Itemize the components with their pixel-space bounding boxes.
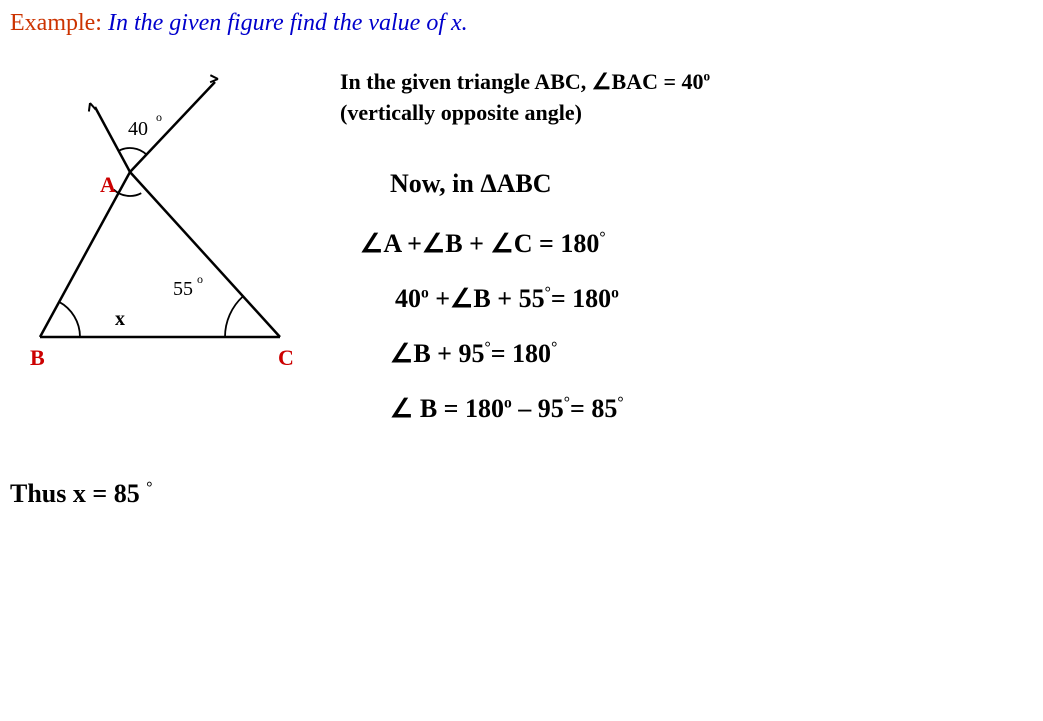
triangle-name: ABC: [497, 169, 552, 198]
svg-text:o: o: [156, 110, 162, 124]
eq2-40: 40: [395, 284, 421, 313]
equation-sum: ∠A +∠B + ∠C = 180°: [360, 229, 1033, 259]
eq1-b: B +: [445, 229, 490, 258]
deg: °: [599, 229, 605, 246]
svg-text:o: o: [197, 272, 203, 286]
now-in-triangle: Now, in ΔABC: [390, 169, 1033, 199]
triangle-figure: A B C 40 o x 55 o: [10, 57, 310, 367]
svg-text:40: 40: [128, 118, 148, 140]
now-text: Now, in: [390, 169, 480, 198]
example-question: In the given figure find the value of x.: [108, 10, 468, 36]
eq2-b: B + 55: [473, 284, 544, 313]
eq2-r: = 180: [551, 284, 611, 313]
deg: °: [146, 479, 152, 496]
given-text: In the given triangle ABC,: [340, 69, 592, 94]
final-text: Thus x = 85: [10, 479, 140, 508]
reason-text: (vertically opposite angle): [340, 100, 582, 125]
deg: °: [617, 394, 623, 411]
deg: o: [611, 284, 619, 301]
solution-area: In the given triangle ABC, ∠BAC = 40o (v…: [340, 67, 1033, 449]
svg-text:B: B: [30, 345, 45, 367]
eq1-a: A +: [383, 229, 422, 258]
svg-text:A: A: [100, 172, 116, 197]
eq3-b: B + 95: [413, 339, 484, 368]
svg-text:55: 55: [173, 278, 193, 300]
degree-symbol: o: [704, 69, 711, 84]
content-row: ABC40ox55o In the given triangle ABC, ∠B…: [10, 57, 1033, 449]
example-header: Example: In the given figure find the va…: [10, 10, 1033, 37]
final-answer: Thus x = 85 °: [10, 479, 1033, 509]
equation-substitute: 40o +∠B + 55°= 180o: [395, 284, 1033, 314]
eq4-mid: – 95: [518, 394, 564, 423]
angle-bac: ∠BAC = 40o: [592, 69, 710, 94]
eq1-c: C = 180: [514, 229, 600, 258]
deg: °: [551, 339, 557, 356]
triangle-symbol: Δ: [480, 169, 496, 198]
eq3-r: = 180: [491, 339, 551, 368]
deg: o: [421, 284, 429, 301]
svg-text:C: C: [278, 345, 294, 367]
svg-text:x: x: [115, 308, 125, 330]
deg: o: [504, 394, 512, 411]
eq4-r: = 85: [570, 394, 617, 423]
given-statement: In the given triangle ABC, ∠BAC = 40o (v…: [340, 67, 1033, 129]
eq4-b: B = 180: [420, 394, 504, 423]
equation-result: ∠ B = 180o – 95°= 85°: [390, 394, 1033, 424]
equation-simplify: ∠B + 95°= 180°: [390, 339, 1033, 369]
figure-area: A B C 40 o x 55 o: [10, 57, 310, 372]
example-label: Example:: [10, 10, 102, 36]
